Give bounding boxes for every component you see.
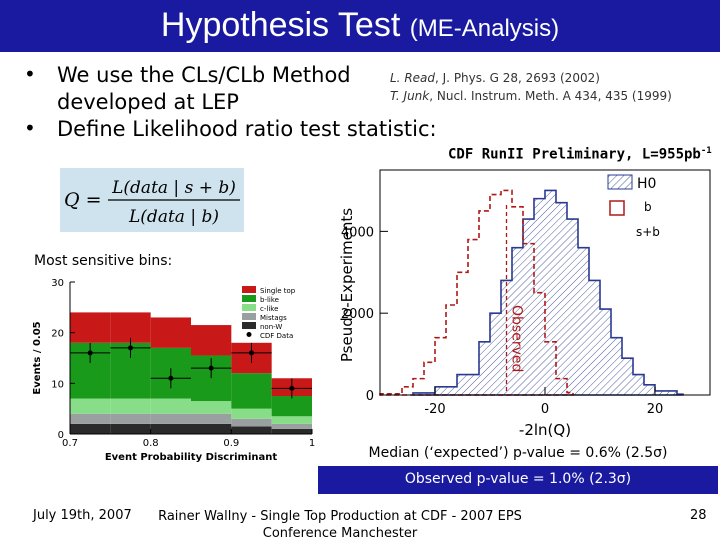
bar-segment [110,312,151,343]
data-point [168,375,174,381]
bar-segment [150,413,191,424]
legend-swatch-h0 [607,174,633,190]
bullet-text: Define Likelihood ratio test statistic: [57,117,437,141]
bar-segment [70,398,111,414]
x-tick-label: -20 [424,402,445,417]
y-tick-label: 4000 [341,225,374,240]
bar-segment [191,401,232,414]
bullet-marker: • [24,62,36,86]
legend-entry: b [644,200,652,214]
series-splusb [379,189,574,396]
title-bar [0,0,720,52]
footer-center: Rainer Wallny - Single Top Production at… [158,509,522,541]
x-tick-label: 1 [309,438,315,449]
legend-entry: s+b [636,225,660,239]
legend-swatch [246,332,252,337]
x-tick-label: 0 [541,402,549,417]
bar-segment [231,373,272,409]
y-tick-label: 0 [366,389,374,404]
likelihood-formula: Q = L(data | s + b) L(data | b) [60,168,244,232]
most-sensitive-label: Most sensitive bins: [34,253,173,269]
bar-segment [191,413,232,424]
discriminant-plot: 0 10 20 30 0.7 0.8 0.9 1 Event Probability Discr… [24,268,320,464]
legend-swatch [242,304,256,311]
bar-segment [110,423,151,434]
y-axis-label: Events / 0.05 [32,321,43,394]
legend-entry: CDF Data [260,332,293,340]
bar-segment [110,398,151,414]
series-b [412,189,684,396]
legend-entry: non-W [260,323,282,331]
bar-axes: 0 10 20 30 0.7 0.8 0.9 1 Event Probability Discr… [32,278,315,463]
hist-legend: H0 b s+b [607,174,660,239]
x-tick-label: 0.8 [143,438,159,449]
legend-title: H0 [637,176,656,192]
bar-segment [271,428,312,434]
bar-segment [70,312,111,343]
title-sub: (ME-Analysis) [409,15,560,42]
y-tick-label: 2000 [341,307,374,322]
x-axis-label: Event Probability Discriminant [105,452,278,463]
bar-segment [271,396,312,417]
data-points [70,337,312,399]
median-pvalue: Median (‘expected’) p-value = 0.6% (2.5σ… [318,440,718,466]
data-point [208,365,214,371]
formula-numerator: L(data | s + b) [111,178,236,198]
legend-swatch [242,295,256,302]
bar-segment [70,423,111,434]
legend-entry: b-like [260,296,279,304]
formula-lhs: Q = [64,189,102,211]
legend-entry: Mistags [260,314,287,322]
data-point [87,350,93,356]
title-main: Hypothesis Test [160,6,401,44]
bar-segment [110,413,151,424]
cdf-label: CDF RunII Preliminary, L=955pb-1 [448,146,712,163]
x-tick-label: 0.7 [62,438,78,449]
footer-date: July 19th, 2007 [33,508,132,523]
bar-segment [271,423,312,429]
legend-swatch [242,322,256,329]
observed-label: Observed [509,305,525,372]
data-point [249,350,254,356]
bar-segment [191,423,232,434]
bullet-text: We use the CLs/CLb Method [57,63,351,87]
y-tick-label: 20 [51,329,64,340]
legend-swatch [242,313,256,320]
y-tick-label: 0 [58,430,64,441]
bar-segment [191,325,232,356]
bar-segment [231,418,272,427]
page-title: Hypothesis Test (ME-Analysis) [0,6,720,45]
bullet-marker: • [24,116,36,140]
bullet-text: developed at LEP [57,90,239,114]
bar-segment [231,426,272,434]
bar-segment [150,398,191,414]
x-tick-label: 20 [647,402,664,417]
bar-segment [271,416,312,424]
legend-entry: Single top [260,287,296,295]
q-distribution-plot: Observed 0 2000 4000 -20 0 20 -2ln(Q) Pseudo-Exp… [330,165,720,440]
y-tick-label: 30 [51,278,64,289]
bar-segment [150,423,191,434]
legend-entry: c-like [260,305,278,313]
data-point [128,345,133,351]
legend-swatch-b [609,200,625,216]
observed-pvalue: Observed p-value = 1.0% (2.3σ) [318,466,718,494]
bar-segment [70,413,111,424]
page-number: 28 [690,508,707,523]
x-axis-label: -2ln(Q) [519,421,571,439]
reference: T. Junk, Nucl. Instrum. Meth. A 434, 435… [390,89,672,103]
formula-denominator: L(data | b) [128,207,219,227]
y-tick-label: 10 [51,379,64,390]
bar-segment [231,408,272,419]
legend-swatch [242,286,256,293]
hist-axes: Observed 0 2000 4000 -20 0 20 -2ln(Q) Pseudo-Exp… [338,169,711,439]
histograms [379,189,684,396]
reference: L. Read, J. Phys. G 28, 2693 (2002) [390,71,600,85]
x-tick-label: 0.9 [223,438,239,449]
stacked-bars [70,312,312,434]
data-point [289,385,295,391]
y-axis-label: Pseudo-Experiments [338,208,356,362]
bar-segment [150,317,191,348]
